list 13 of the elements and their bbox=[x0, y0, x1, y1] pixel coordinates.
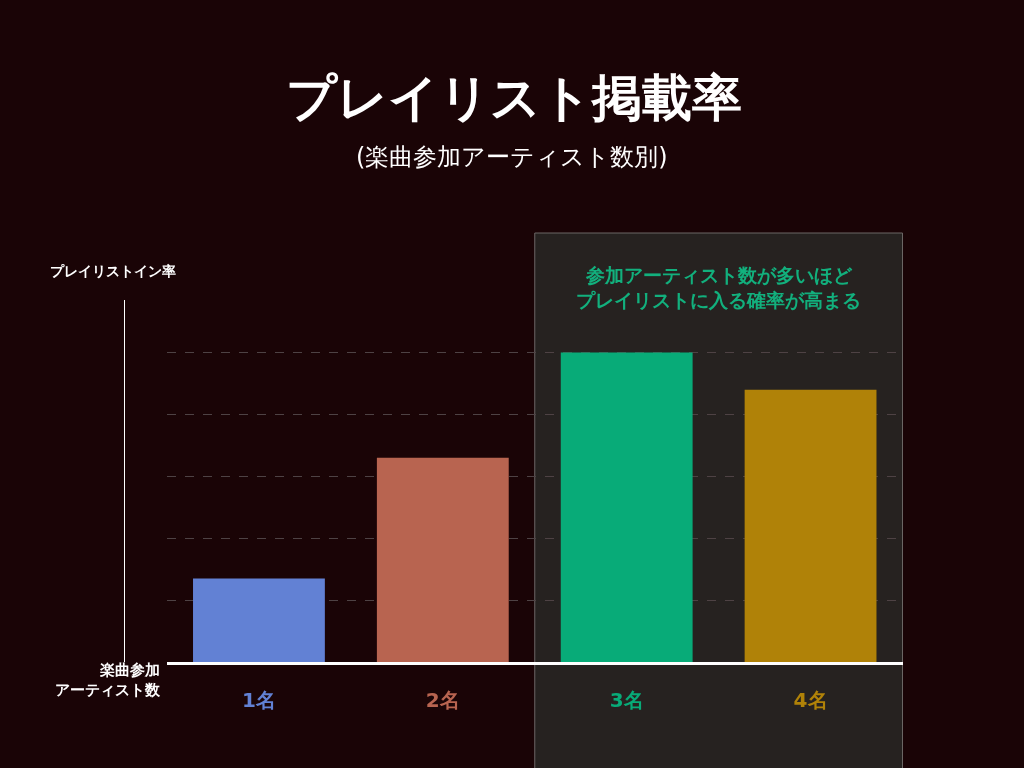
x-tick-label: 2名 bbox=[425, 687, 460, 712]
text: プレイリストイン率 bbox=[50, 263, 176, 279]
bar bbox=[376, 457, 509, 662]
bar bbox=[560, 352, 693, 662]
x-axis-title: 楽曲参加アーティスト数 bbox=[55, 661, 161, 699]
x-tick-label: 3名 bbox=[609, 687, 644, 712]
chart-subtitle: (楽曲参加アーティスト数別) bbox=[356, 143, 668, 171]
band-label: 参加アーティスト数が多いほどプレイリストに入る確率が高まる bbox=[576, 264, 861, 311]
x-tick-label: 4名 bbox=[793, 687, 828, 712]
bar bbox=[744, 389, 877, 662]
chart-title: プレイリスト掲載率 bbox=[285, 68, 742, 127]
bar bbox=[193, 578, 325, 662]
x-tick-label: 1名 bbox=[241, 687, 276, 712]
